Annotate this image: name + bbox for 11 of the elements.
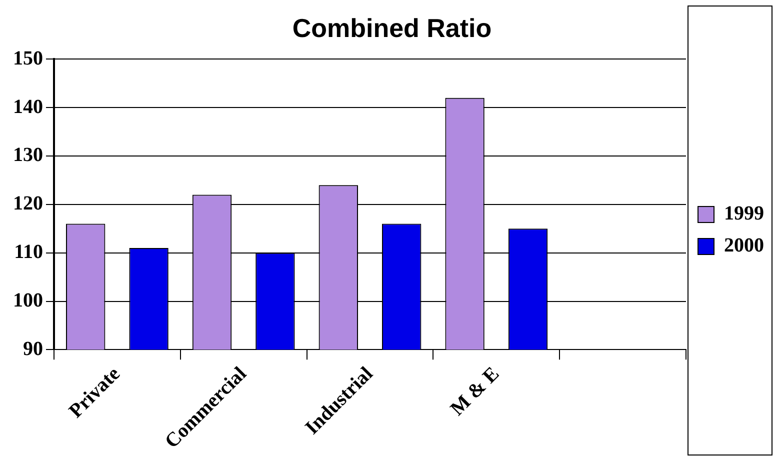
chart-title: Combined Ratio [292,12,492,43]
x-tick-label: M & E [446,362,504,420]
y-tick-label: 90 [23,338,43,360]
y-tick-label: 110 [14,241,43,264]
y-tick-label: 150 [13,47,43,70]
y-tick-label: 100 [13,289,43,312]
y-tick-label: 120 [13,192,43,215]
legend-label: 1999 [724,202,764,225]
y-tick-label: 140 [13,96,43,118]
y-tick-label: 130 [13,144,43,166]
legend-label: 2000 [724,234,764,257]
